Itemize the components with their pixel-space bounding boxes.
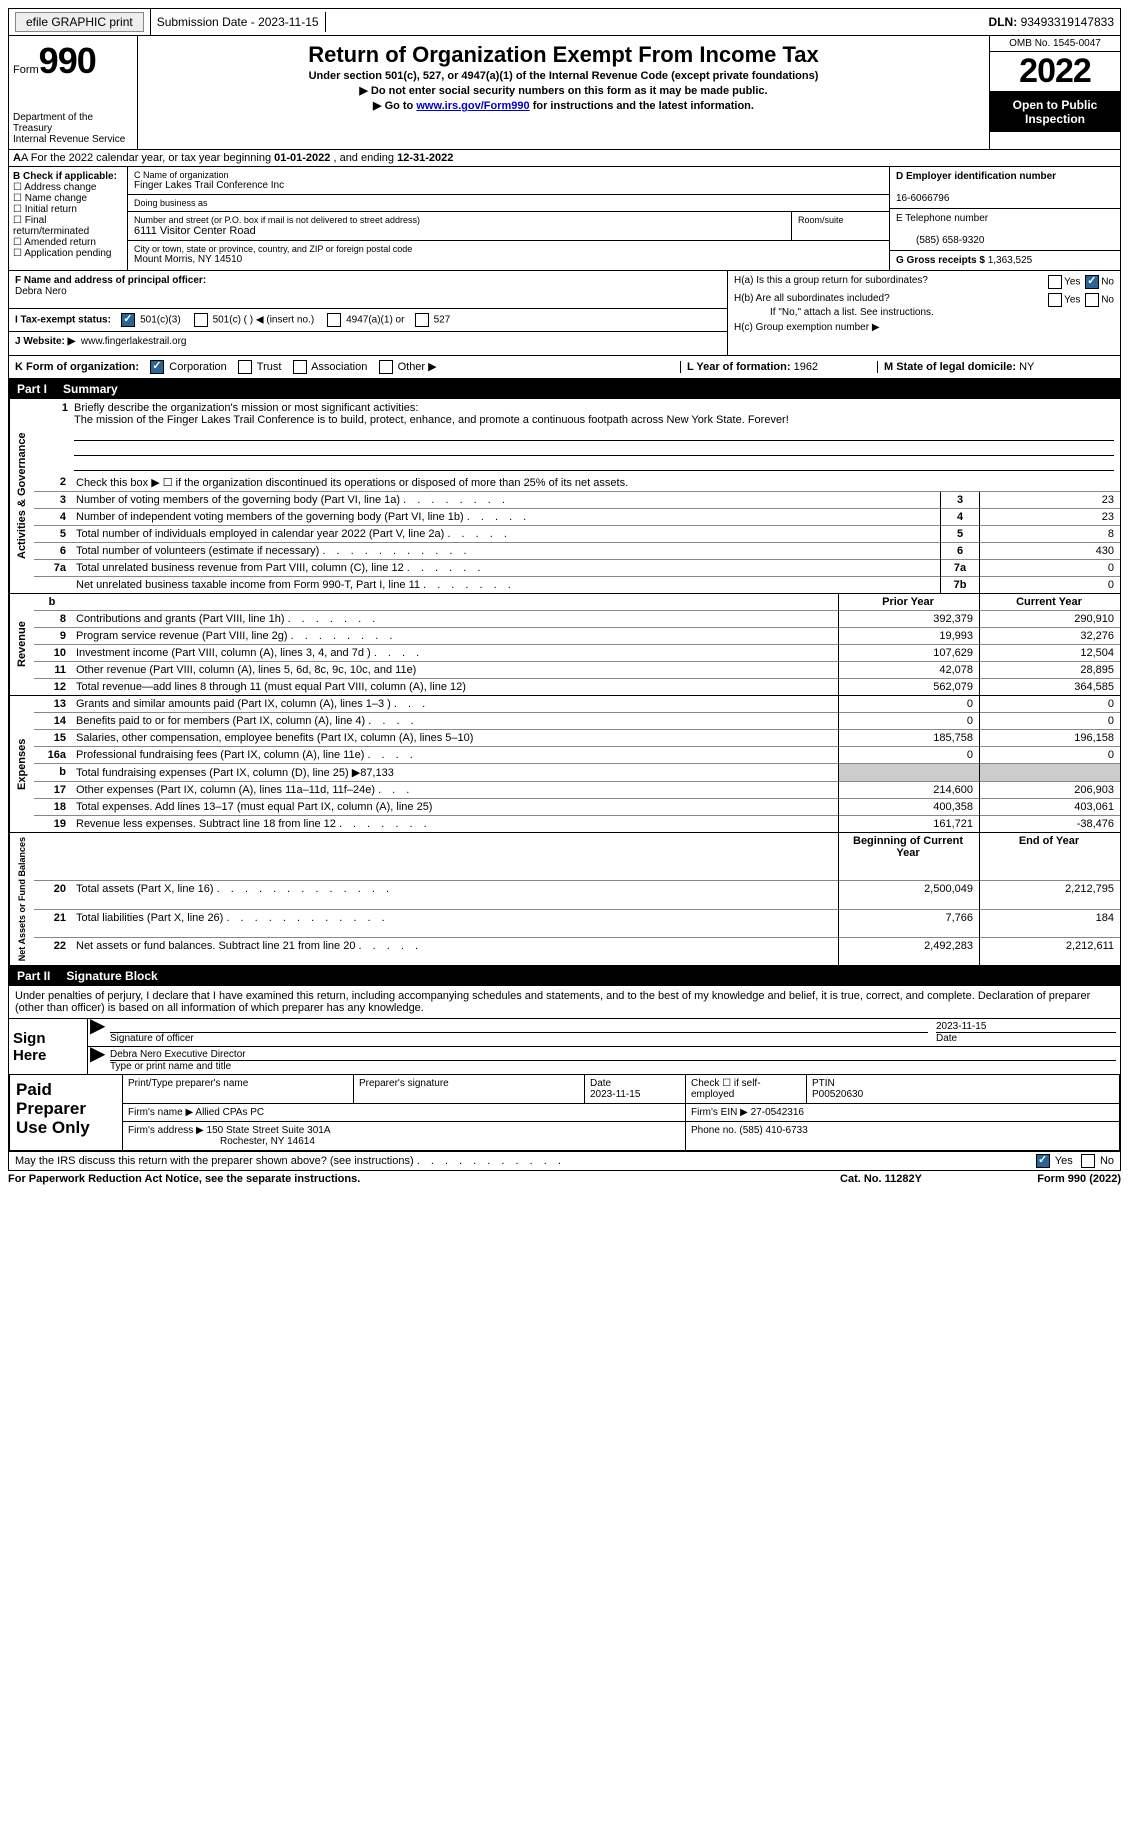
chk-discuss-no[interactable] [1081, 1154, 1095, 1168]
chk-4947[interactable] [327, 313, 341, 327]
paid-preparer-table: Paid Preparer Use Only Print/Type prepar… [9, 1074, 1120, 1151]
line5-val: 8 [980, 526, 1121, 543]
top-bar: efile GRAPHIC print Submission Date - 20… [8, 8, 1121, 36]
chk-association[interactable] [293, 360, 307, 374]
firm-name: Allied CPAs PC [195, 1107, 264, 1118]
line6-val: 430 [980, 543, 1121, 560]
chk-discuss-yes[interactable] [1036, 1154, 1050, 1168]
chk-other[interactable] [379, 360, 393, 374]
arrow-icon: ▶ [88, 1019, 106, 1046]
activities-governance-section: Activities & Governance 1 Briefly descri… [8, 399, 1121, 594]
chk-amended-return[interactable]: Amended return [13, 237, 123, 248]
arrow-icon: ▶ [88, 1047, 106, 1074]
form-word: Form [13, 64, 39, 76]
firm-phone: (585) 410-6733 [739, 1125, 807, 1136]
row-f-h: F Name and address of principal officer:… [8, 271, 1121, 356]
chk-corporation[interactable] [150, 360, 164, 374]
gross-receipts: 1,363,525 [988, 255, 1033, 266]
form-subtitle-2: ▶ Do not enter social security numbers o… [142, 84, 985, 97]
row-a-tax-year: AA For the 2022 calendar year, or tax ye… [8, 150, 1121, 167]
open-to-public: Open to Public Inspection [990, 92, 1120, 132]
state-domicile: NY [1019, 361, 1034, 373]
irs-link[interactable]: www.irs.gov/Form990 [416, 100, 529, 112]
part-2-header: Part II Signature Block [8, 966, 1121, 986]
org-name: Finger Lakes Trail Conference Inc [134, 180, 883, 191]
omb-number: OMB No. 1545-0047 [990, 36, 1120, 52]
line7a-val: 0 [980, 560, 1121, 577]
phone: (585) 658-9320 [896, 235, 984, 246]
discuss-row: May the IRS discuss this return with the… [8, 1152, 1121, 1171]
net-assets-table: Beginning of Current YearEnd of Year 20T… [34, 833, 1120, 965]
room-suite-label: Room/suite [792, 212, 889, 240]
efile-print-button[interactable]: efile GRAPHIC print [15, 12, 144, 32]
tab-expenses: Expenses [9, 696, 34, 832]
form-number: 990 [39, 40, 96, 81]
city-state-zip: Mount Morris, NY 14510 [134, 254, 883, 265]
tax-year: 2022 [990, 52, 1120, 92]
chk-501c3[interactable] [121, 313, 135, 327]
section-bcd: B Check if applicable: Address change Na… [8, 167, 1121, 271]
tab-governance: Activities & Governance [9, 399, 34, 593]
dept-treasury: Department of the Treasury [13, 112, 133, 134]
expenses-section: Expenses 13Grants and similar amounts pa… [8, 696, 1121, 833]
chk-name-change[interactable]: Name change [13, 193, 123, 204]
sign-here-label: Sign Here [9, 1019, 87, 1074]
firm-address-1: 150 State Street Suite 301A [207, 1125, 331, 1136]
chk-ha-yes[interactable] [1048, 275, 1062, 289]
line7b-val: 0 [980, 577, 1121, 594]
revenue-table: bPrior YearCurrent Year 8Contributions a… [34, 594, 1120, 695]
chk-application-pending[interactable]: Application pending [13, 248, 123, 259]
chk-initial-return[interactable]: Initial return [13, 204, 123, 215]
chk-hb-no[interactable] [1085, 293, 1099, 307]
website: www.fingerlakestrail.org [81, 336, 187, 347]
principal-officer: Debra Nero [15, 286, 67, 297]
street-address: 6111 Visitor Center Road [134, 225, 785, 237]
expenses-table: 13Grants and similar amounts paid (Part … [34, 696, 1120, 832]
year-formation: 1962 [794, 361, 818, 373]
net-assets-section: Net Assets or Fund Balances Beginning of… [8, 833, 1121, 966]
revenue-section: Revenue bPrior YearCurrent Year 8Contrib… [8, 594, 1121, 696]
cat-no: Cat. No. 11282Y [791, 1173, 971, 1185]
governance-table: 2Check this box ▶ ☐ if the organization … [34, 474, 1120, 593]
perjury-declaration: Under penalties of perjury, I declare th… [9, 986, 1120, 1018]
submission-date: Submission Date - 2023-11-15 [151, 12, 326, 32]
chk-trust[interactable] [238, 360, 252, 374]
chk-501c[interactable] [194, 313, 208, 327]
tab-revenue: Revenue [9, 594, 34, 695]
tab-net-assets: Net Assets or Fund Balances [9, 833, 34, 965]
paid-preparer-label: Paid Preparer Use Only [10, 1075, 123, 1151]
ptin: P00520630 [812, 1089, 863, 1100]
dln-label: DLN: [989, 15, 1018, 29]
form-title: Return of Organization Exempt From Incom… [142, 42, 985, 68]
mission-text: The mission of the Finger Lakes Trail Co… [74, 414, 789, 426]
bottom-line: For Paperwork Reduction Act Notice, see … [8, 1171, 1121, 1187]
col-c-org-info: C Name of organization Finger Lakes Trai… [128, 167, 889, 270]
form-header: Form990 Department of the Treasury Inter… [8, 36, 1121, 150]
col-d-ein-phone: D Employer identification number 16-6066… [889, 167, 1120, 270]
chk-address-change[interactable]: Address change [13, 182, 123, 193]
signature-block: Under penalties of perjury, I declare th… [8, 986, 1121, 1152]
part-1-header: Part I Summary [8, 379, 1121, 399]
chk-527[interactable] [415, 313, 429, 327]
line3-val: 23 [980, 492, 1121, 509]
chk-final-return[interactable]: Final return/terminated [13, 215, 123, 237]
irs-label: Internal Revenue Service [13, 134, 133, 145]
officer-name-title: Debra Nero Executive Director [110, 1049, 246, 1060]
form-subtitle-1: Under section 501(c), 527, or 4947(a)(1)… [142, 70, 985, 82]
line4-val: 23 [980, 509, 1121, 526]
col-b-checkboxes: B Check if applicable: Address change Na… [9, 167, 128, 270]
firm-ein: 27-0542316 [751, 1107, 804, 1118]
sig-date: 2023-11-15 [936, 1021, 986, 1032]
row-k: K Form of organization: Corporation Trus… [8, 356, 1121, 379]
chk-ha-no[interactable] [1085, 275, 1099, 289]
ein: 16-6066796 [896, 193, 949, 204]
firm-address-2: Rochester, NY 14614 [128, 1136, 315, 1147]
dln-value: 93493319147833 [1021, 15, 1114, 29]
chk-hb-yes[interactable] [1048, 293, 1062, 307]
